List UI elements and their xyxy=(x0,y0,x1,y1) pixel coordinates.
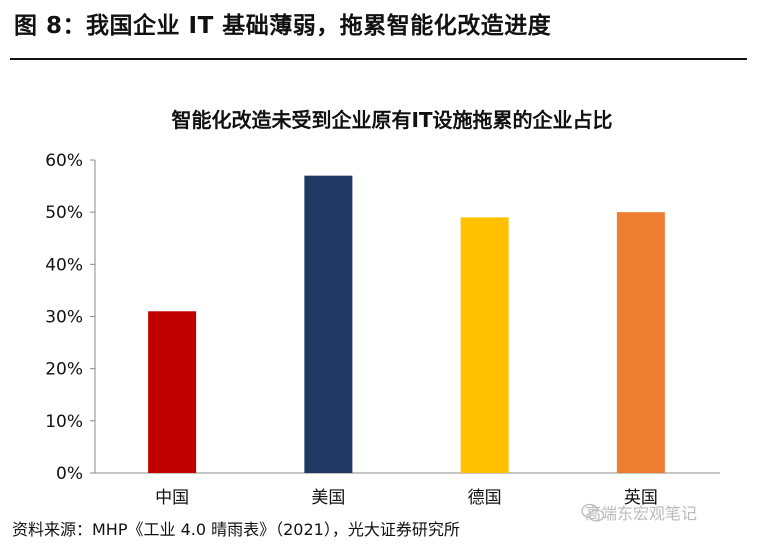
y-tick-label: 10% xyxy=(45,412,83,432)
x-axis: 中国 美国 德国 英国 xyxy=(95,472,720,508)
chart-title: 智能化改造未受到企业原有IT设施拖累的企业占比 xyxy=(171,108,612,132)
bar-chart: 智能化改造未受到企业原有IT设施拖累的企业占比 0% 10% 20% 30% 40% 50… xyxy=(45,108,720,508)
title-divider xyxy=(10,58,747,60)
y-tick-label: 50% xyxy=(45,203,83,223)
bar-4 xyxy=(616,212,665,473)
x-tick-label: 英国 xyxy=(624,488,658,508)
x-tick-label: 美国 xyxy=(311,488,345,508)
y-tick-label: 60% xyxy=(45,151,83,171)
bar-3 xyxy=(460,217,509,473)
x-tick-label: 德国 xyxy=(468,488,502,508)
bar-1 xyxy=(148,311,197,473)
bar-2 xyxy=(304,175,353,473)
y-tick-label: 20% xyxy=(45,360,83,380)
y-tick-label: 0% xyxy=(56,464,83,484)
y-tick-label: 30% xyxy=(45,308,83,328)
x-tick-label: 中国 xyxy=(155,488,189,508)
bars xyxy=(148,175,665,473)
watermark: 高端东宏观笔记 xyxy=(585,504,698,523)
y-axis: 0% 10% 20% 30% 40% 50% 60% xyxy=(45,151,96,484)
y-tick-label: 40% xyxy=(45,255,83,275)
figure-title: 图 8：我国企业 IT 基础薄弱，拖累智能化改造进度 xyxy=(14,13,552,39)
wechat-icon xyxy=(581,503,605,522)
source-note: 资料来源：MHP《工业 4.0 晴雨表》（2021），光大证券研究所 xyxy=(12,520,460,539)
